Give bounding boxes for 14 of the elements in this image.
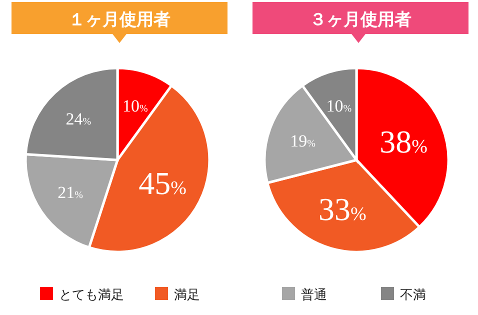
chart-title: ３ヶ月使用者 xyxy=(310,10,412,29)
legend-label: とても満足 xyxy=(59,287,124,302)
data-label: 33% xyxy=(318,190,366,227)
legend-label: 普通 xyxy=(301,287,327,302)
data-label: 21% xyxy=(58,183,83,202)
legend-label: 不満 xyxy=(400,287,426,302)
data-label: 38% xyxy=(380,124,428,160)
data-label: 24% xyxy=(66,109,92,128)
data-label: 45% xyxy=(138,165,187,202)
data-label: 19% xyxy=(290,132,316,151)
chart-title: １ヶ月使用者 xyxy=(68,10,170,29)
legend-label: 満足 xyxy=(174,287,200,302)
data-label: 10% xyxy=(122,96,148,116)
data-label: 10% xyxy=(326,96,352,116)
